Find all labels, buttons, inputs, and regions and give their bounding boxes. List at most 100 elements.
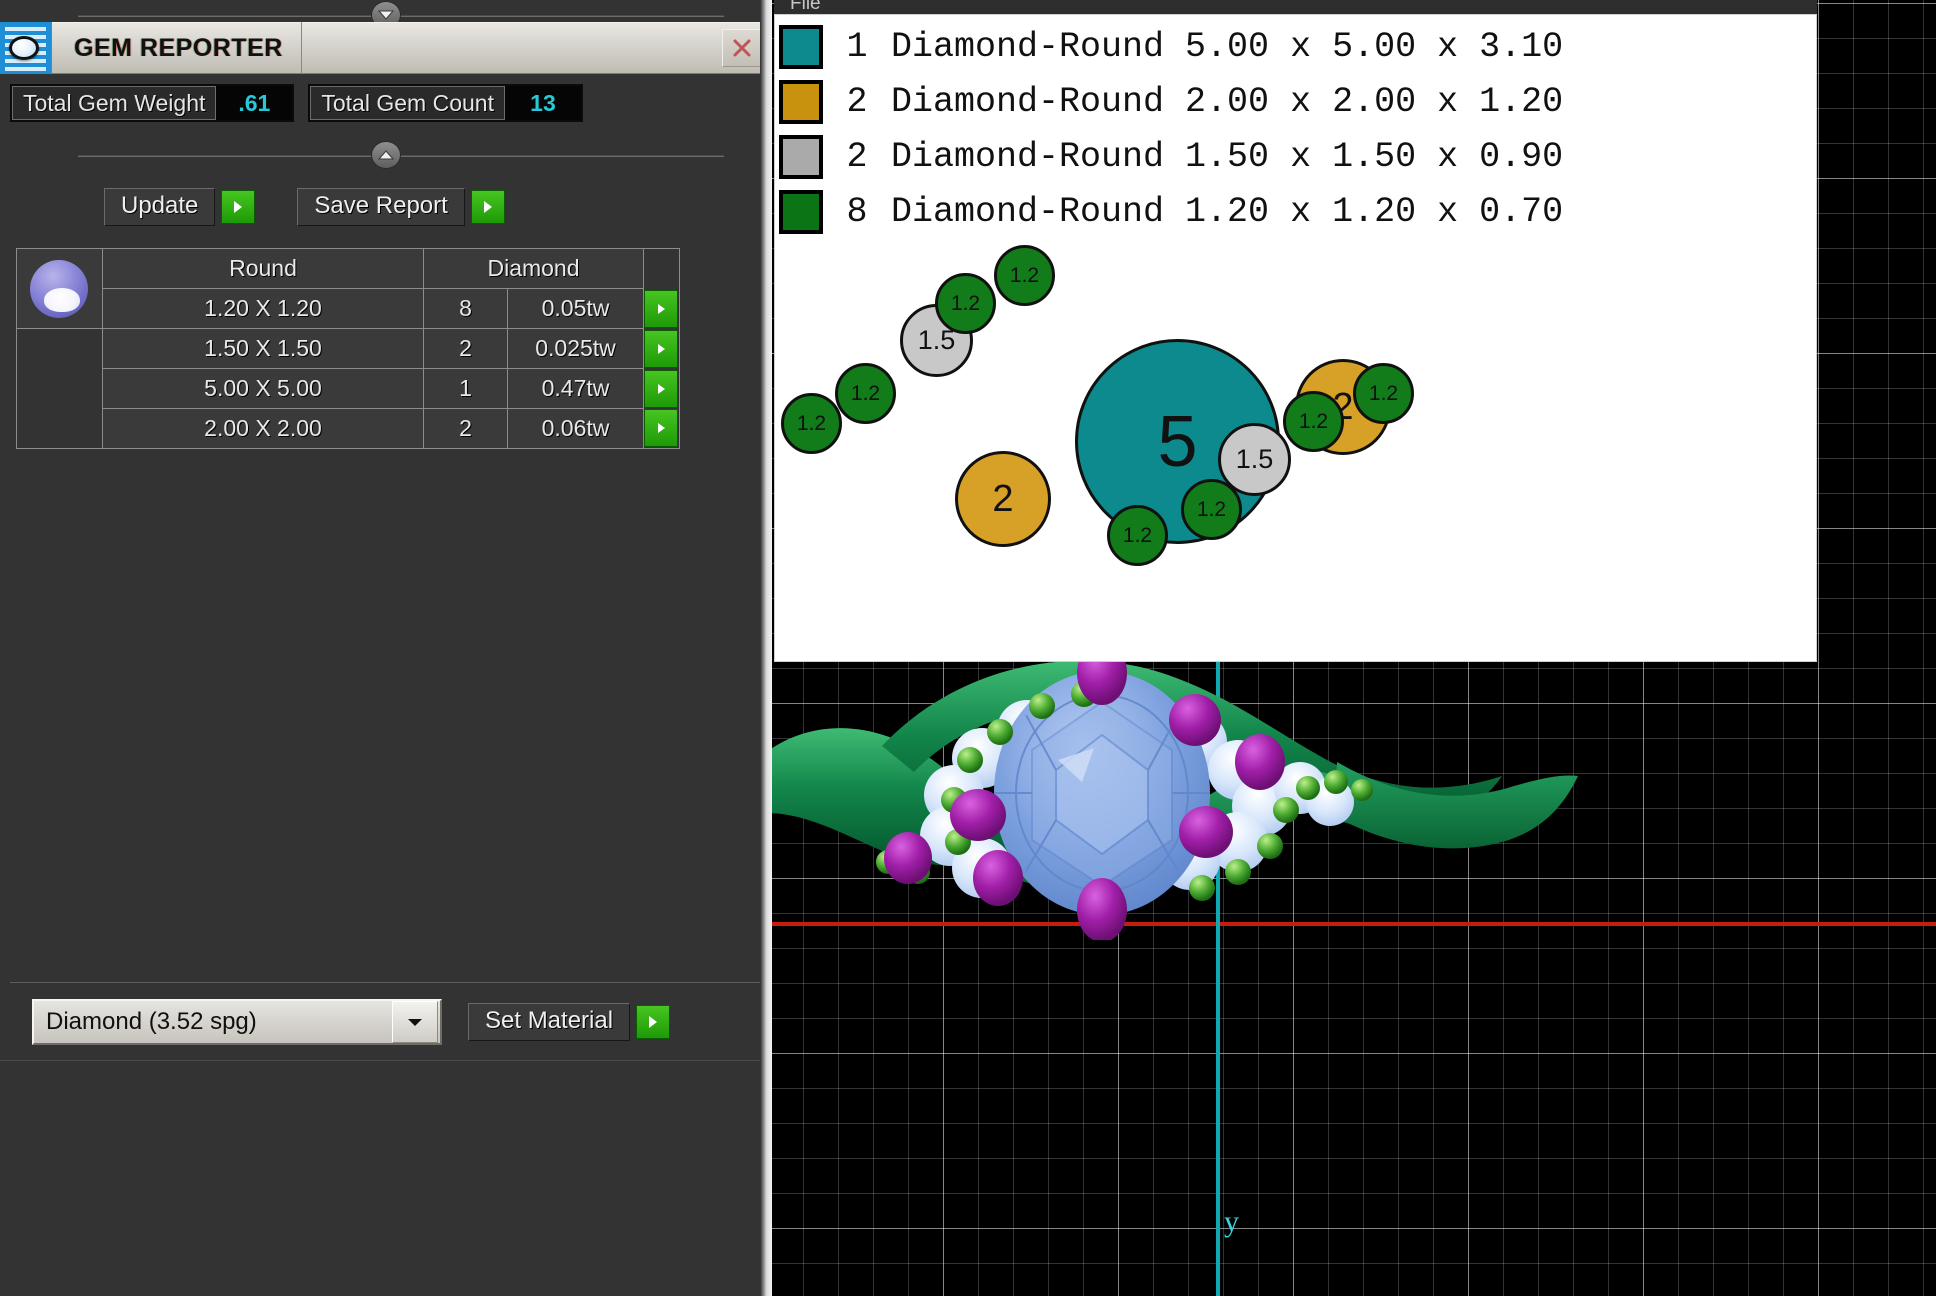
row-spacer [16,408,103,449]
panel-divider [10,982,762,983]
gem-weight: 0.47tw [507,368,644,409]
row-action-cell[interactable] [643,288,680,329]
gem-count: 2 [423,408,508,449]
row-spacer [16,368,103,409]
round-diamond-icon [22,258,98,320]
report-menubar[interactable]: File [774,0,1817,14]
gem-layout-diagram: 5 2 2 1.5 1.5 1.2 1.2 1.2 1.2 1.2 1.2 1.2 1.2 [775,245,1814,651]
total-gem-count-value: 13 [504,86,581,120]
gem-reporter-panel: GEM REPORTER Total Gem Weight .61 Total … [0,0,772,1296]
row-arrow-icon[interactable] [644,369,678,408]
diagram-gem[interactable]: 1.2 [1353,363,1414,424]
list-item[interactable]: 1 Diamond-Round 5.00 x 5.00 x 3.10 [777,19,1816,74]
diagram-gem[interactable]: 1.2 [1283,391,1344,452]
diagram-gem[interactable]: 1.5 [1218,423,1291,496]
legend-color-swatch [779,134,823,179]
row-action-cell[interactable] [643,408,680,449]
diagram-gem[interactable]: 1.2 [935,273,996,334]
gem-report-icon [0,22,52,74]
diagram-gem[interactable]: 1.2 [781,393,842,454]
material-select[interactable]: Diamond (3.52 spg) [32,999,442,1045]
splitter-collapse-up-icon[interactable] [371,141,401,169]
panel-splitter-middle[interactable] [0,140,772,170]
gem-size: 2.00 X 2.00 [102,408,424,449]
splitter-track [78,15,724,17]
menu-file[interactable]: File [790,0,821,14]
gem-weight: 0.06tw [507,408,644,449]
diagram-gem[interactable]: 1.2 [835,363,896,424]
gem-legend: 1 Diamond-Round 5.00 x 5.00 x 3.10 2 Dia… [777,19,1816,239]
list-item[interactable]: 8 Diamond-Round 1.20 x 1.20 x 0.70 [777,184,1816,239]
diagram-gem[interactable]: 1.2 [1181,479,1242,540]
total-gem-weight-value: .61 [216,86,293,120]
x-axis-line [772,922,1936,926]
gem-weight: 0.05tw [507,288,644,329]
gem-count: 1 [423,368,508,409]
gem-size: 1.20 X 1.20 [102,288,424,329]
stats-row: Total Gem Weight .61 Total Gem Count 13 [0,84,772,124]
ring-render [772,641,1578,940]
set-material-button[interactable]: Set Material [468,1002,671,1042]
save-report-button[interactable]: Save Report [297,187,505,227]
gem-size: 5.00 X 5.00 [102,368,424,409]
update-arrow-icon[interactable] [221,190,256,224]
legend-color-swatch [779,189,823,234]
set-material-button-label: Set Material [468,1003,631,1041]
chevron-down-icon[interactable] [392,1001,438,1043]
table-row[interactable]: 2.00 X 2.00 2 0.06tw [16,408,680,449]
row-arrow-icon[interactable] [644,289,678,328]
splitter-track-2 [78,155,724,157]
row-action-cell[interactable] [643,328,680,369]
close-icon [733,39,751,57]
total-gem-count-label: Total Gem Count [310,86,505,120]
gem-count: 2 [423,328,508,369]
legend-count: 1 [846,26,868,67]
y-axis-label: y [1224,1205,1239,1238]
gem-summary-table: Round Diamond 1.20 X 1.20 8 0.05tw 1.50 … [16,248,680,449]
column-header-shape: Round [102,248,424,289]
list-item[interactable]: 2 Diamond-Round 1.50 x 1.50 x 0.90 [777,129,1816,184]
table-row[interactable]: 1.20 X 1.20 8 0.05tw [17,288,680,329]
legend-color-swatch [779,24,823,69]
row-action-cell[interactable] [643,368,680,409]
save-report-button-label: Save Report [297,188,465,226]
diagram-gem[interactable]: 1.2 [994,245,1055,306]
row-spacer [16,328,103,369]
gem-thumbnail-cell [16,248,103,329]
close-button[interactable] [722,29,762,67]
page-title: GEM REPORTER [74,33,283,62]
panel-empty-area [0,1060,772,1296]
legend-count: 2 [846,81,868,122]
header-arrow-spacer [643,248,680,289]
panel-right-edge [760,0,772,1296]
row-arrow-icon[interactable] [644,329,678,368]
material-row: Diamond (3.52 spg) Set Material [0,996,772,1048]
gem-weight: 0.025tw [507,328,644,369]
row-arrow-icon[interactable] [644,409,678,448]
table-header-row: Round Diamond [16,248,680,329]
gem-size: 1.50 X 1.50 [102,328,424,369]
actions-row: Update Save Report [0,186,772,228]
total-gem-weight-stat: Total Gem Weight .61 [10,84,295,122]
legend-color-swatch [779,79,823,124]
gem-count: 8 [423,288,508,329]
titlebar-divider [300,22,302,74]
diagram-gem[interactable]: 1.5 [900,304,973,377]
update-button-label: Update [104,188,216,226]
diagram-gem[interactable]: 2 [955,451,1051,547]
table-row[interactable]: 1.50 X 1.50 2 0.025tw [16,328,680,369]
legend-count: 8 [846,191,868,232]
set-material-arrow-icon[interactable] [636,1005,671,1039]
legend-description: Diamond-Round 2.00 x 2.00 x 1.20 [891,81,1564,122]
list-item[interactable]: 2 Diamond-Round 2.00 x 2.00 x 1.20 [777,74,1816,129]
panel-titlebar: GEM REPORTER [0,22,772,74]
diagram-gem[interactable]: 1.2 [1107,505,1168,566]
total-gem-weight-label: Total Gem Weight [12,86,217,120]
legend-description: Diamond-Round 5.00 x 5.00 x 3.10 [891,26,1564,67]
update-button[interactable]: Update [104,187,256,227]
legend-description: Diamond-Round 1.20 x 1.20 x 0.70 [891,191,1564,232]
gem-report-view: 1 Diamond-Round 5.00 x 5.00 x 3.10 2 Dia… [774,14,1817,662]
table-row[interactable]: 5.00 X 5.00 1 0.47tw [16,368,680,409]
save-report-arrow-icon[interactable] [470,190,505,224]
total-gem-count-stat: Total Gem Count 13 [308,84,583,122]
